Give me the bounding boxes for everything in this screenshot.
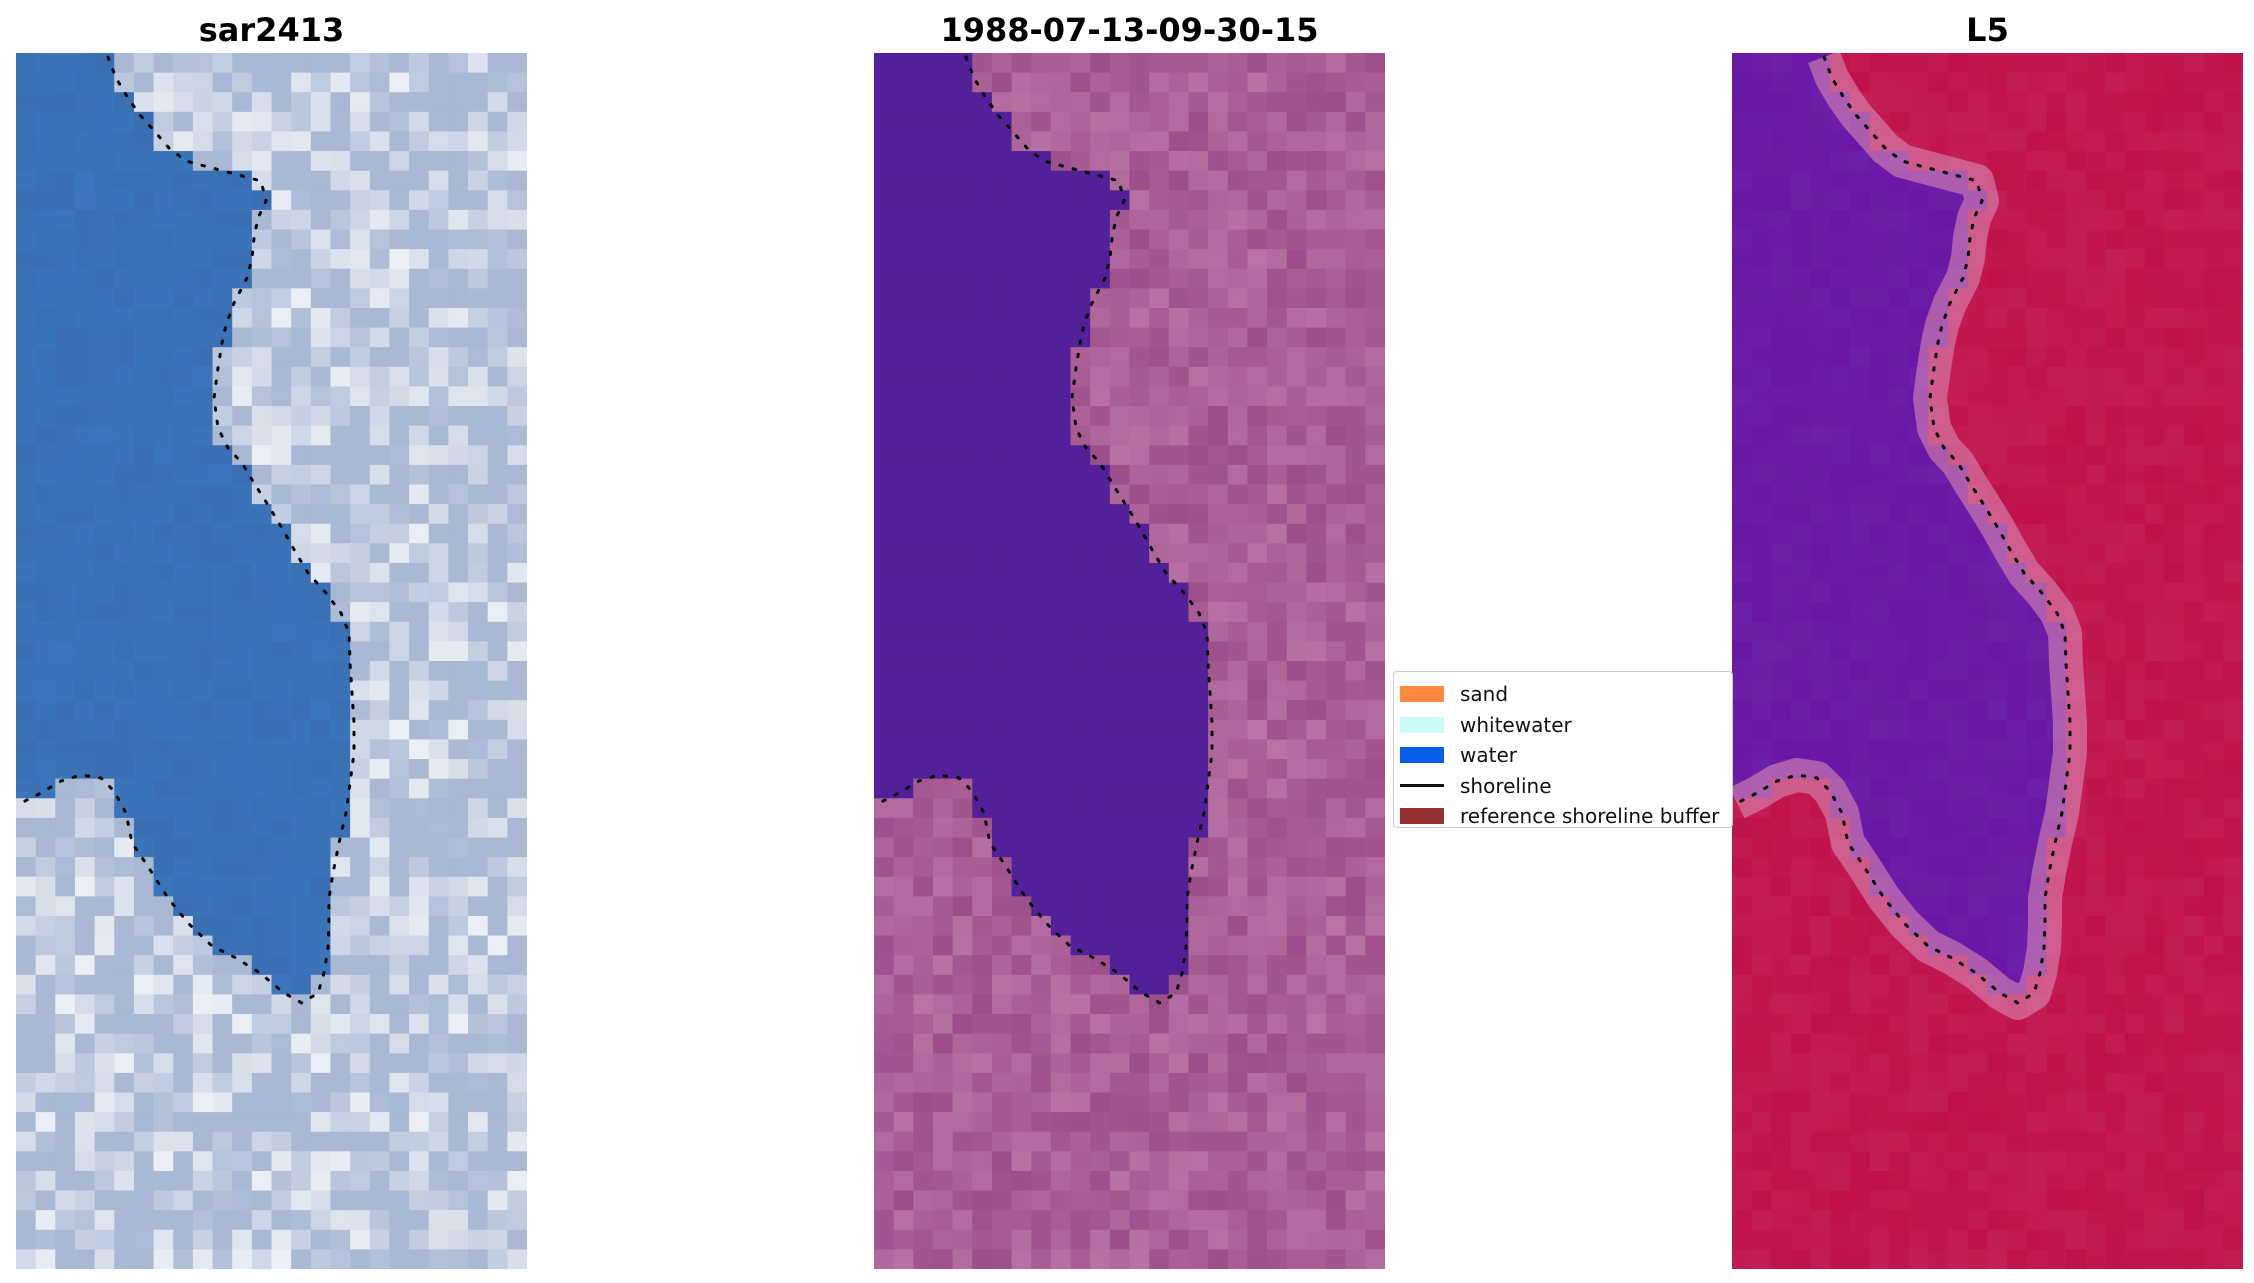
legend-label-reference-shoreline-buffer: reference shoreline buffer: [1460, 804, 1720, 829]
legend-item-water: water: [1400, 740, 1732, 771]
rgb-image: [16, 53, 527, 1269]
legend-label-shoreline: shoreline: [1460, 773, 1552, 798]
legend-item-sand: sand: [1400, 679, 1732, 710]
legend-label-water: water: [1460, 743, 1517, 768]
shoreline-path: [1735, 55, 2072, 1005]
panel-title-rgb: sar2413: [198, 11, 345, 49]
water-swatch: [1400, 747, 1444, 764]
legend-item-reference-shoreline-buffer: reference shoreline buffer: [1400, 801, 1732, 832]
index-image: [1732, 53, 2243, 1269]
reference-buffer-swatch: [1400, 808, 1444, 825]
legend-item-shoreline: shoreline: [1400, 771, 1732, 802]
panel-title-classified: 1988-07-13-09-30-15: [940, 11, 1319, 49]
index-image-panel: [1732, 53, 2243, 1269]
sand-swatch: [1400, 686, 1444, 703]
shoreline-line-swatch: [1400, 784, 1444, 788]
rgb-image-panel: [16, 53, 527, 1269]
legend-item-whitewater: whitewater: [1400, 710, 1732, 741]
legend-label-sand: sand: [1460, 682, 1509, 707]
panel-title-index: L5: [1966, 11, 2009, 49]
legend: sand whitewater water shoreline referenc…: [1393, 671, 1733, 828]
shoreline-path: [877, 55, 1214, 1005]
classified-image-panel: [874, 53, 1385, 1269]
legend-label-whitewater: whitewater: [1460, 712, 1572, 737]
whitewater-swatch: [1400, 716, 1444, 733]
shoreline-path: [19, 55, 356, 1005]
classified-image: [874, 53, 1385, 1269]
